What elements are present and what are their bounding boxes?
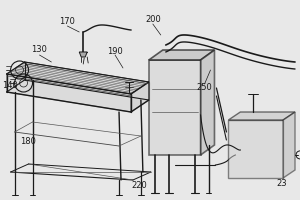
Polygon shape: [7, 74, 131, 112]
Polygon shape: [201, 50, 214, 155]
Polygon shape: [149, 50, 214, 60]
Polygon shape: [79, 52, 87, 57]
Text: 250: 250: [197, 84, 212, 92]
Polygon shape: [228, 120, 283, 178]
Text: 130: 130: [32, 46, 47, 54]
Polygon shape: [228, 112, 295, 120]
Polygon shape: [283, 112, 295, 178]
Text: 140: 140: [2, 80, 17, 90]
Text: 190: 190: [107, 47, 123, 56]
Text: 200: 200: [145, 16, 161, 24]
Polygon shape: [7, 62, 149, 94]
Text: 220: 220: [131, 182, 147, 190]
Text: 23: 23: [277, 180, 287, 188]
Polygon shape: [149, 60, 201, 155]
Text: 170: 170: [59, 18, 75, 26]
Polygon shape: [131, 82, 149, 112]
Text: 180: 180: [21, 138, 37, 146]
